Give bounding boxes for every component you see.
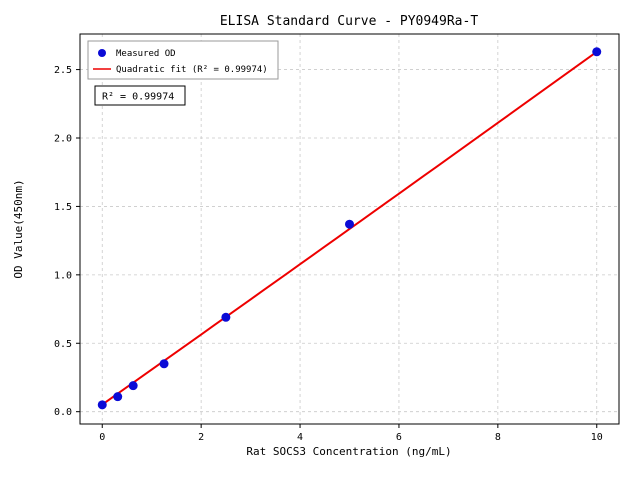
y-axis-label: OD Value(450nm) xyxy=(12,179,25,278)
y-tick-label: 1.5 xyxy=(54,202,72,213)
y-tick-label: 0.0 xyxy=(54,407,72,418)
data-point xyxy=(159,359,169,369)
y-tick-label: 2.5 xyxy=(54,65,72,76)
data-point xyxy=(221,312,231,322)
chart-title: ELISA Standard Curve - PY0949Ra-T xyxy=(220,14,478,29)
legend-box xyxy=(87,40,279,80)
y-tick-label: 2.0 xyxy=(54,134,72,145)
data-point xyxy=(345,219,354,229)
axes-frame xyxy=(79,33,620,425)
x-tick-label: 0 xyxy=(99,432,105,443)
annotation-box xyxy=(94,85,186,106)
x-tick-label: 2 xyxy=(198,432,204,443)
data-point xyxy=(97,400,107,410)
x-tick-label: 8 xyxy=(495,432,501,443)
annotation-text: R² = 0.99974 xyxy=(102,92,174,103)
fit-line xyxy=(101,50,598,406)
x-axis-label: Rat SOCS3 Concentration (ng/mL) xyxy=(246,445,451,458)
x-tick-label: 10 xyxy=(591,432,603,443)
data-point xyxy=(592,47,602,57)
legend-item-label: Quadratic fit (R² = 0.99974) xyxy=(116,65,268,75)
y-tick-label: 1.0 xyxy=(54,270,72,281)
x-tick-label: 6 xyxy=(396,432,402,443)
legend-item-label: Measured OD xyxy=(116,49,176,59)
data-point xyxy=(128,381,138,391)
legend-marker-dot xyxy=(98,49,106,57)
plot-area: 0 2 4 6 8 10 0.0 0.5 1.0 1.5 2.0 2.5 Measured OD Quad… xyxy=(54,33,620,443)
data-point xyxy=(113,392,123,402)
x-tick-label: 4 xyxy=(297,432,303,443)
y-tick-label: 0.5 xyxy=(54,339,72,350)
